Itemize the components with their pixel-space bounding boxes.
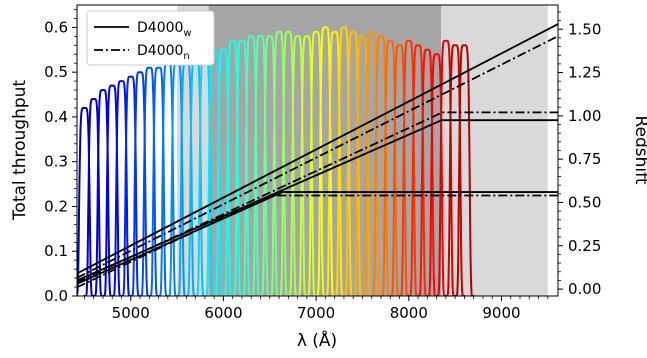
filter-curve-31: [361, 30, 382, 296]
filter-curve-8: [148, 66, 169, 296]
filter-curve-16: [222, 39, 243, 296]
filter-curve-24: [296, 35, 317, 296]
filter-curve-17: [231, 39, 253, 296]
filter-curve-27: [324, 30, 345, 296]
x-tick-label-3: 8000: [390, 304, 428, 322]
d4000n-track-2: [77, 194, 558, 289]
filter-curves: [77, 26, 475, 296]
y2-tick-label-1: 0.25: [568, 237, 601, 255]
y2-tick-label-4: 1.00: [568, 107, 601, 125]
filter-curve-3: [102, 84, 123, 296]
filter-curve-15: [213, 48, 234, 296]
filter-curve-7: [139, 66, 160, 296]
y-tick-label-2: 0.2: [44, 197, 68, 215]
filter-curve-4: [111, 80, 132, 296]
filter-curve-20: [259, 35, 280, 296]
d4000n-track-0: [77, 35, 558, 279]
d4000w-track-0: [77, 23, 558, 275]
y2-tick-label-0: 0.00: [568, 280, 601, 298]
filter-curve-36: [407, 44, 429, 296]
legend-box: [86, 10, 215, 66]
y-tick-label-6: 0.6: [44, 18, 68, 36]
x-axis-label: λ (Å): [297, 329, 337, 351]
y2-tick-label-5: 1.25: [568, 64, 601, 82]
filter-curve-39: [435, 39, 457, 296]
d4000n-track-1: [77, 111, 558, 283]
axes: 5000 6000 7000 8000 9000 0.0 0.1 0.2 0.3 0.4 0.5 0.…: [44, 4, 601, 322]
x-tick-label-2: 7000: [297, 304, 335, 322]
filter-curve-26: [315, 26, 336, 296]
x-tick-label-4: 9000: [482, 304, 520, 322]
y-tick-label-1: 0.1: [44, 242, 68, 260]
legend-label-d4000w: D4000w: [137, 20, 192, 39]
y-tick-label-4: 0.4: [44, 108, 68, 126]
filter-curve-38: [426, 53, 447, 296]
filter-curve-21: [268, 30, 290, 296]
filter-curve-32: [370, 35, 392, 296]
filter-curve-18: [241, 35, 262, 296]
filter-curve-6: [129, 71, 151, 296]
y2-tick-label-2: 0.50: [568, 193, 601, 211]
filter-curve-0: [77, 107, 95, 296]
filter-curve-37: [417, 48, 438, 296]
d4000w-track-2: [77, 191, 558, 285]
filter-curve-25: [305, 30, 327, 296]
legend-label-d4000n: D4000n: [137, 43, 190, 62]
x-tick-label-1: 6000: [204, 304, 242, 322]
legend: D4000w D4000n: [86, 10, 215, 66]
filter-curve-2: [92, 89, 114, 296]
filter-curve-30: [352, 35, 373, 296]
filter-curve-29: [343, 30, 364, 296]
d4000w-track-1: [77, 119, 558, 282]
filter-curve-19: [250, 35, 271, 296]
filter-curve-9: [157, 62, 178, 296]
filter-curve-28: [333, 26, 355, 296]
y-tick-label-3: 0.3: [44, 153, 68, 171]
filter-curve-5: [120, 75, 141, 296]
filter-curve-35: [398, 39, 419, 296]
y2-axis-label: Redshift: [631, 115, 647, 184]
x-tick-label-0: 5000: [112, 304, 150, 322]
filter-curve-34: [389, 44, 410, 296]
y-axis-label: Total throughput: [10, 80, 30, 221]
y2-tick-label-6: 1.50: [568, 20, 601, 38]
filter-curve-41: [454, 44, 475, 296]
filter-curve-1: [83, 98, 104, 296]
filter-curve-22: [278, 30, 299, 296]
y-tick-label-5: 0.5: [44, 63, 68, 81]
filter-curve-40: [444, 44, 466, 296]
y-tick-label-0: 0.0: [44, 287, 68, 305]
redshift-tracks: [77, 23, 558, 289]
filter-curve-23: [287, 35, 308, 296]
y2-tick-label-3: 0.75: [568, 150, 601, 168]
filter-curve-33: [380, 39, 401, 296]
